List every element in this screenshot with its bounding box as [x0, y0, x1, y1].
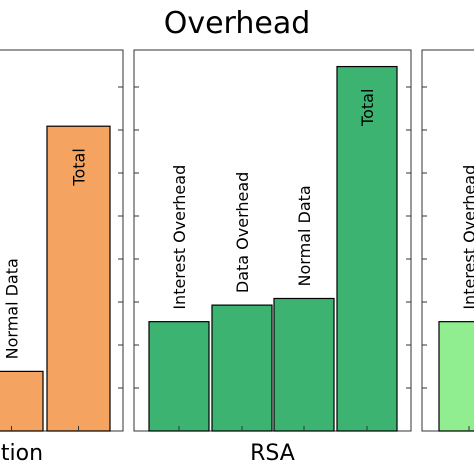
bar-interest-overhead	[438, 321, 474, 432]
bar-label: Normal Data	[3, 258, 22, 359]
bar-label: Total	[358, 89, 377, 127]
bar-label: Data Overhead	[233, 172, 252, 293]
panel-label: RSA	[250, 441, 295, 466]
panel-1: Normal Data Total tion	[0, 49, 124, 466]
panels-group: Normal Data Total tion Interest Overhead Dat…	[0, 49, 474, 466]
bar-label: Interest Overhead	[170, 165, 189, 310]
bar-label: Total	[70, 148, 89, 186]
bar-label: Interest Overhead	[460, 165, 474, 310]
bar-normal-data	[273, 297, 335, 432]
bar-normal-data	[0, 370, 44, 432]
panel-2: Interest Overhead Data Overhead Normal Dat…	[133, 49, 412, 466]
bar-interest-overhead	[148, 321, 210, 432]
bar-total	[46, 125, 111, 432]
bar-label: Normal Data	[295, 185, 314, 286]
chart-title: Overhead	[164, 6, 311, 41]
bar-data-overhead	[211, 304, 273, 432]
bar-total	[336, 65, 398, 432]
panel-label: tion	[1, 441, 43, 466]
panel-3: Interest Overhead	[421, 49, 474, 432]
